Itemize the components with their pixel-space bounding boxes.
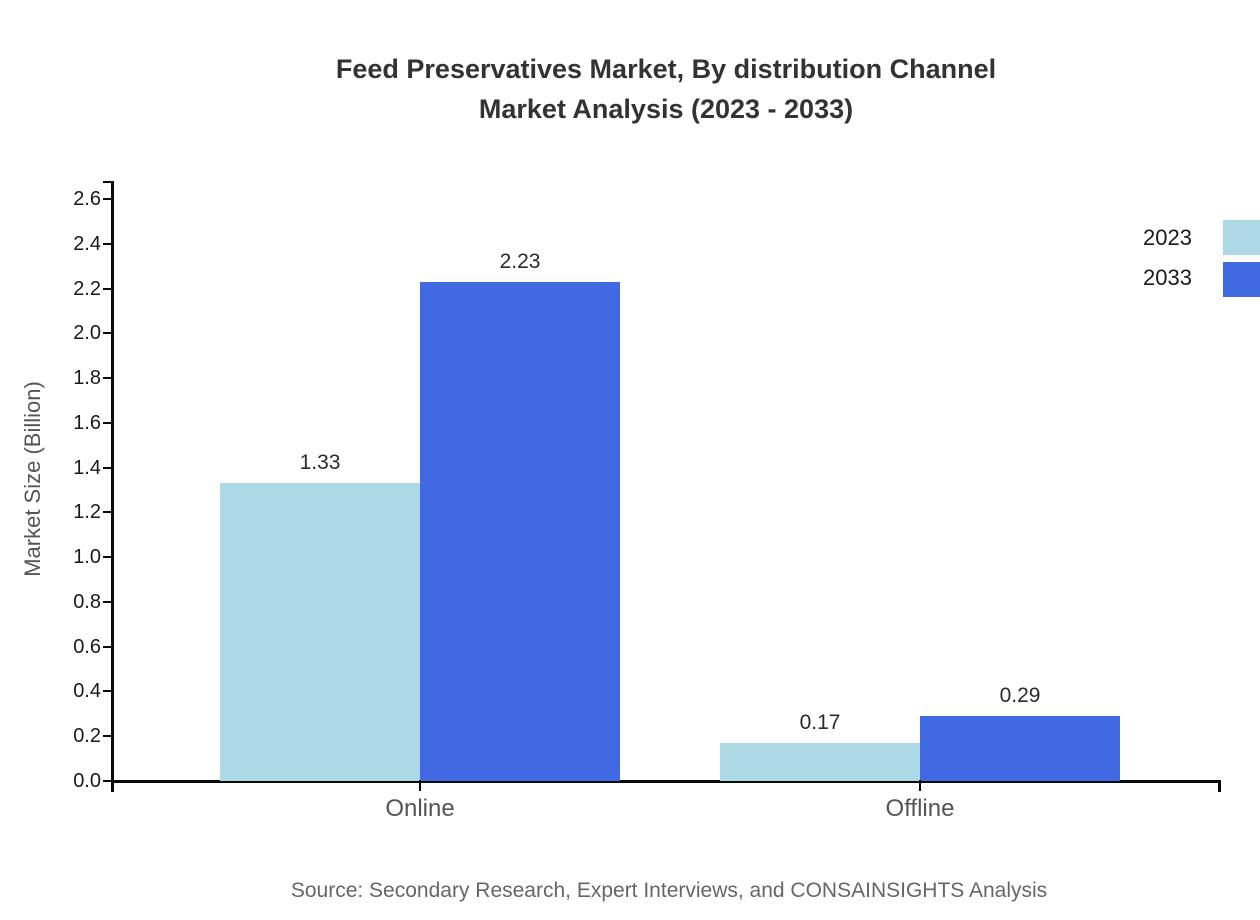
- value-label-online-2033: 2.23: [499, 250, 541, 273]
- x-axis-left-cap: [111, 780, 114, 792]
- bar-offline-2033: [920, 716, 1120, 781]
- y-tick-label: 0.8: [73, 591, 101, 613]
- y-tick: [103, 511, 111, 513]
- y-tick-label: 0.0: [73, 770, 101, 792]
- bar-online-2033: [420, 282, 620, 781]
- source-attribution: Source: Secondary Research, Expert Inter…: [290, 879, 1048, 902]
- y-tick-label: 1.0: [73, 546, 101, 568]
- y-axis-top-cap: [103, 181, 111, 183]
- y-tick: [103, 556, 111, 558]
- category-label-offline: Offline: [885, 795, 955, 822]
- value-label-offline-2023: 0.17: [799, 711, 841, 734]
- y-tick-label: 2.2: [73, 278, 101, 300]
- y-tick-label: 1.8: [73, 367, 101, 389]
- y-tick-label: 1.6: [73, 412, 101, 434]
- y-tick: [103, 422, 111, 424]
- x-tick-online: [419, 780, 421, 791]
- legend-label-2033: 2033: [1143, 265, 1192, 290]
- y-tick-label: 1.2: [73, 501, 101, 523]
- y-tick: [103, 735, 111, 737]
- legend-swatch-2023: [1223, 220, 1260, 255]
- bar-online-2023: [220, 483, 420, 781]
- y-tick: [103, 243, 111, 245]
- y-tick: [103, 332, 111, 334]
- value-label-offline-2033: 0.29: [999, 684, 1041, 707]
- legend-swatch-2033: [1223, 262, 1260, 297]
- y-tick: [103, 198, 111, 200]
- chart-title-line1: Feed Preservatives Market, By distributi…: [335, 54, 997, 84]
- x-axis-right-cap: [1218, 780, 1221, 792]
- chart-title-line2: Market Analysis (2023 - 2033): [478, 94, 854, 124]
- y-tick-label: 0.6: [73, 636, 101, 658]
- y-tick-label: 0.2: [73, 725, 101, 747]
- legend-label-2023: 2023: [1143, 225, 1192, 250]
- bar-offline-2023: [720, 743, 920, 781]
- y-tick: [103, 288, 111, 290]
- y-tick: [103, 377, 111, 379]
- y-tick-label: 0.4: [73, 680, 101, 702]
- y-tick: [103, 601, 111, 603]
- x-tick-offline: [919, 780, 921, 791]
- x-axis-line: [111, 780, 1221, 783]
- category-label-online: Online: [385, 795, 455, 822]
- y-tick: [103, 780, 111, 782]
- y-tick-label: 2.0: [73, 322, 101, 344]
- y-tick: [103, 646, 111, 648]
- y-axis-line: [111, 181, 114, 783]
- chart-title: Feed Preservatives Market, By distributi…: [336, 49, 996, 129]
- y-tick: [103, 467, 111, 469]
- y-tick: [103, 690, 111, 692]
- y-tick-label: 1.4: [73, 457, 101, 479]
- y-tick-label: 2.6: [73, 188, 101, 210]
- value-label-online-2023: 1.33: [299, 451, 341, 474]
- y-tick-label: 2.4: [73, 233, 101, 255]
